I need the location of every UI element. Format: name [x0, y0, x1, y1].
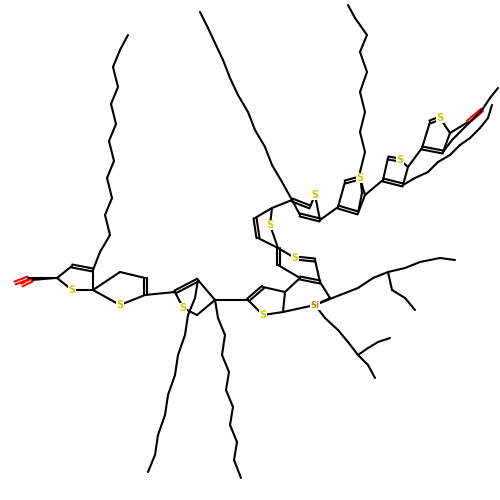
Text: S: S	[266, 220, 274, 230]
Text: S: S	[396, 155, 404, 165]
Text: S: S	[260, 310, 266, 320]
Text: S: S	[116, 300, 123, 310]
Text: S: S	[180, 303, 186, 313]
Text: S: S	[292, 253, 298, 263]
Text: S: S	[68, 285, 75, 295]
Text: Si: Si	[310, 300, 320, 310]
Text: S: S	[312, 190, 318, 200]
Text: S: S	[356, 173, 364, 183]
Text: S: S	[436, 113, 444, 123]
